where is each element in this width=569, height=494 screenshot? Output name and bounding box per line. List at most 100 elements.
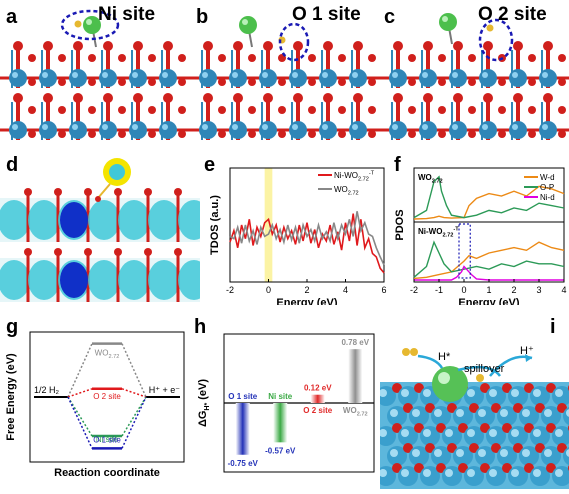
- o-atom: [535, 443, 545, 453]
- w-atom-highlight: [232, 124, 238, 130]
- w-atom-highlight: [379, 429, 387, 437]
- w-atom: [349, 69, 367, 87]
- o-atom: [43, 41, 53, 51]
- o-atom: [469, 403, 479, 413]
- o-atom: [308, 106, 316, 114]
- x-tick-label: 1: [486, 285, 491, 295]
- w-atom-highlight: [42, 72, 48, 78]
- o-atom: [513, 443, 523, 453]
- o-atom: [308, 130, 316, 138]
- o-atom: [535, 403, 545, 413]
- o-atom: [513, 41, 523, 51]
- w-atom-highlight: [478, 449, 486, 457]
- w-atom-highlight: [102, 124, 108, 130]
- o-atom: [103, 41, 113, 51]
- o-atom: [118, 54, 126, 62]
- o-atom: [403, 403, 413, 413]
- w-atom: [479, 121, 497, 139]
- connector: [121, 343, 147, 398]
- w-atom: [419, 121, 437, 139]
- pdos-line-ni-d: [414, 265, 564, 281]
- w-atom: [449, 121, 467, 139]
- w-atom: [9, 121, 27, 139]
- o-atom: [480, 463, 490, 473]
- panel-label-g: g: [6, 316, 19, 338]
- o-atom: [88, 78, 96, 86]
- w-atom: [259, 121, 277, 139]
- pdos-line-w-d: [413, 185, 565, 220]
- spillover-label: spillover: [464, 363, 505, 375]
- o-atom: [174, 248, 182, 256]
- x-tick-label: 3: [536, 285, 541, 295]
- o-atom: [392, 463, 402, 473]
- x-tick-label: -2: [226, 285, 234, 295]
- o-atom: [114, 188, 122, 196]
- structure-c: [380, 13, 569, 140]
- panel-e: -2 0 2 4 6 Energy (eV) TDOS (a.u.) Ni-WO2.72-T W…: [200, 150, 390, 309]
- w-atom-highlight: [533, 469, 541, 477]
- o-atom: [308, 78, 316, 86]
- o-atom: [148, 54, 156, 62]
- charge-lobe: [28, 200, 60, 240]
- o-atom: [558, 78, 566, 86]
- o-atom: [368, 130, 376, 138]
- w-atom: [69, 69, 87, 87]
- bar-1: [235, 403, 250, 455]
- site-title-c: O 2 site: [478, 4, 547, 25]
- o-atom: [174, 188, 182, 196]
- w-atom-highlight: [392, 72, 398, 78]
- ni-atom-highlight: [86, 19, 92, 25]
- o-atom: [58, 106, 66, 114]
- o-atom: [557, 403, 567, 413]
- w-atom-highlight: [379, 389, 387, 397]
- site-title-b: O 1 site: [292, 4, 361, 25]
- value-label: -0.75 eV: [228, 459, 259, 468]
- panel-label-f: f: [394, 154, 401, 176]
- w-atom: [39, 121, 57, 139]
- w-atom-highlight: [522, 409, 530, 417]
- w-atom-highlight: [511, 469, 519, 477]
- panel-label-i: i: [550, 316, 556, 338]
- charge-lobe: [0, 200, 30, 240]
- o-atom: [414, 463, 424, 473]
- w-atom: [389, 69, 407, 87]
- start-label: 1/2 H₂: [34, 385, 60, 395]
- panel-c: c O 2 site: [380, 0, 569, 150]
- h-atom: [410, 348, 418, 356]
- w-atom-highlight: [72, 124, 78, 130]
- o-atom: [28, 54, 36, 62]
- w-atom: [509, 121, 527, 139]
- w-atom: [99, 121, 117, 139]
- w-atom: [449, 69, 467, 87]
- o-atom: [468, 78, 476, 86]
- ni-atom: [432, 366, 468, 402]
- o-atom: [218, 130, 226, 138]
- w-atom-highlight: [555, 429, 563, 437]
- w-atom: [389, 121, 407, 139]
- site-title-a: Ni site: [98, 4, 156, 25]
- subplot-label: WO2.72: [418, 173, 443, 184]
- w-atom-highlight: [292, 124, 298, 130]
- state-label: O 1 site: [93, 435, 121, 444]
- w-atom: [39, 69, 57, 87]
- o-atom: [458, 463, 468, 473]
- w-atom-highlight: [500, 449, 508, 457]
- w-atom-highlight: [445, 429, 453, 437]
- w-atom-highlight: [232, 72, 238, 78]
- panel-label-c: c: [384, 6, 396, 28]
- pdos-line-o-p: [413, 175, 565, 219]
- o-atom: [233, 41, 243, 51]
- w-atom-highlight: [379, 469, 387, 477]
- w-atom: [319, 121, 337, 139]
- w-atom-highlight: [489, 429, 497, 437]
- o-atom: [353, 41, 363, 51]
- w-atom: [199, 121, 217, 139]
- w-atom-highlight: [467, 469, 475, 477]
- w-atom-highlight: [12, 72, 18, 78]
- w-atom-highlight: [401, 389, 409, 397]
- charge-lobe: [148, 260, 180, 300]
- o-atom: [393, 41, 403, 51]
- w-atom: [99, 69, 117, 87]
- o-atom: [368, 78, 376, 86]
- o-atom: [483, 41, 493, 51]
